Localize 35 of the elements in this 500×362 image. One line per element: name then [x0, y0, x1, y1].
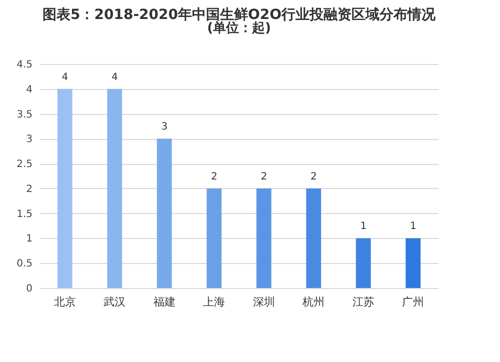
data-label: 2 [210, 171, 218, 182]
bar [107, 88, 122, 288]
x-tick-label: 深圳 [252, 296, 275, 308]
bar [156, 138, 172, 288]
bar [306, 188, 322, 288]
y-tick-label: 1 [26, 234, 32, 245]
bar [256, 188, 272, 288]
data-label: 2 [310, 171, 317, 182]
x-tick-label: 杭州 [302, 296, 325, 308]
y-tick-label: 2.5 [16, 159, 32, 170]
bar [406, 238, 421, 288]
x-tick-label: 福建 [153, 296, 176, 308]
y-tick-label: 1.5 [16, 208, 32, 220]
data-label: 1 [410, 221, 416, 232]
y-tick-label: 3 [26, 134, 32, 146]
x-tick-label: 武汉 [104, 296, 126, 308]
x-tick-label: 江苏 [352, 296, 374, 308]
y-tick-label: 0 [26, 284, 32, 294]
bar [206, 188, 222, 288]
y-tick-label: 3.5 [16, 109, 32, 120]
x-tick-label: 上海 [203, 296, 226, 308]
data-label: 4 [62, 72, 68, 83]
bar [57, 88, 72, 288]
y-tick-label: 0.5 [16, 258, 32, 270]
data-label: 4 [111, 72, 118, 83]
y-tick-label: 4.5 [16, 60, 32, 70]
x-tick-label: 北京 [54, 296, 76, 308]
y-tick-label: 2 [26, 184, 32, 195]
data-label: 2 [260, 171, 268, 182]
chart-subtitle: (单位：起) [207, 20, 271, 36]
x-tick-label: 广州 [402, 296, 424, 308]
data-label: 1 [360, 221, 367, 232]
y-tick-label: 4 [26, 84, 32, 96]
bar [356, 238, 371, 288]
data-label: 3 [161, 122, 168, 133]
